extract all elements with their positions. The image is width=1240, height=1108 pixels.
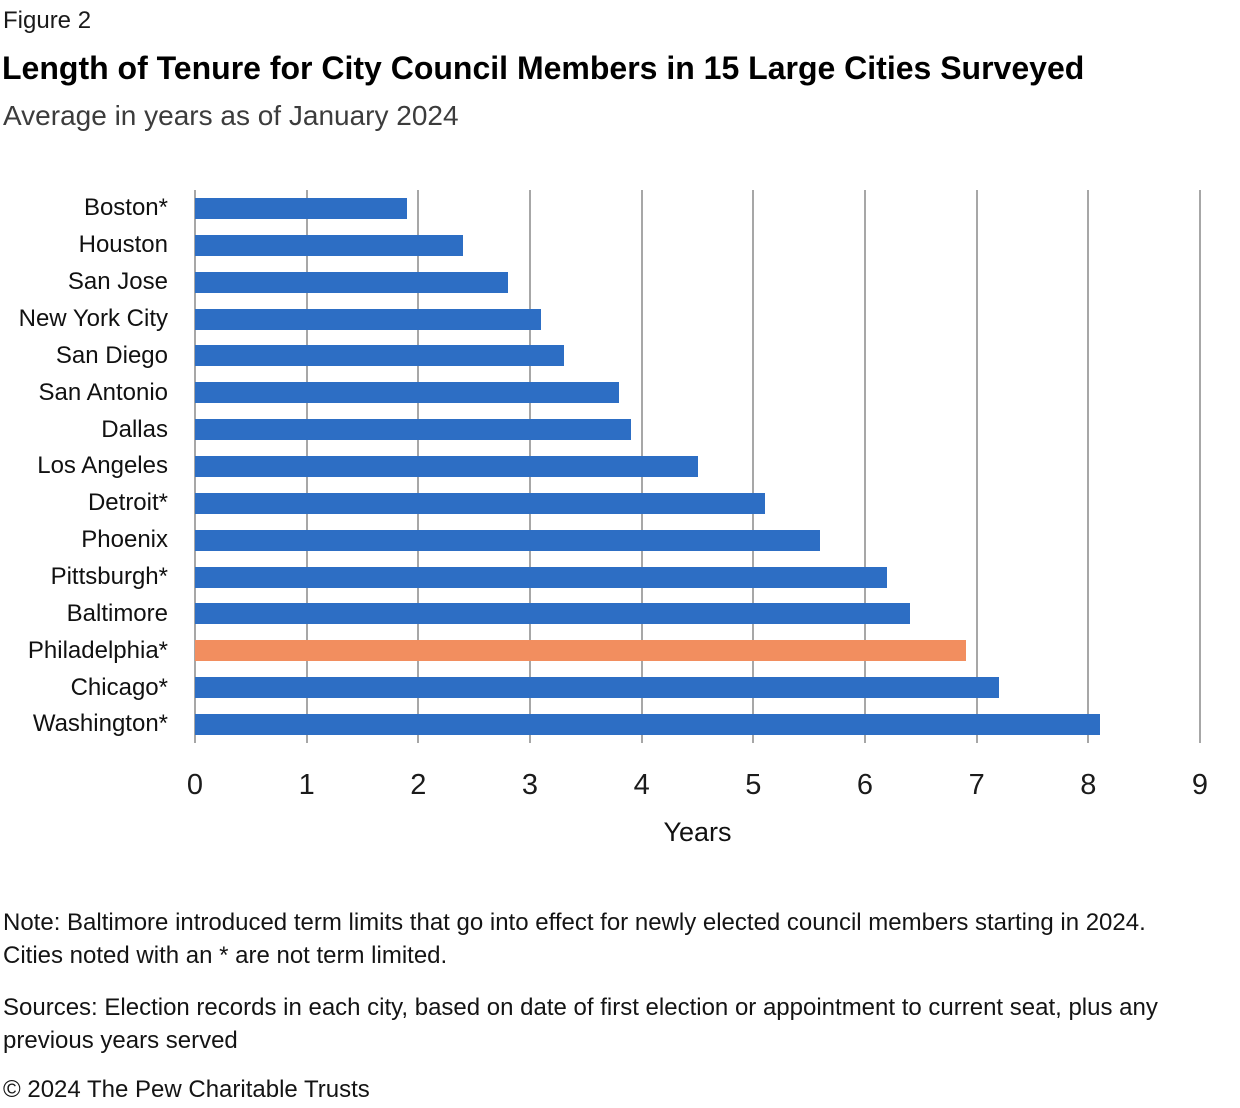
category-label: Baltimore [66,599,168,627]
category-label: New York City [18,305,168,332]
category-label: San Antonio [38,378,168,406]
bar-philadelphia [195,640,966,662]
gridline [864,190,866,743]
category-label: Detroit* [87,489,168,517]
bar-pittsburgh [195,566,888,588]
note: Note: Baltimore introduced term limits t… [3,906,1240,972]
bar-detroit [195,492,765,514]
x-tick-label: 8 [1080,769,1097,801]
gridline [752,190,755,743]
category-label: Boston* [83,194,168,222]
plot-area [194,190,1201,743]
x-axis: 0 1 2 3 4 5 6 7 8 9 [0,743,1240,803]
x-tick-label: 3 [521,769,539,801]
bar-los-angeles [195,455,698,477]
bar-houston [195,234,463,256]
bar-washington [195,713,1100,735]
category-axis: Boston* Houston San Jose New York City San D… [0,190,195,743]
category-label: Houston [78,231,168,259]
bar-row [195,301,1200,338]
x-axis-title: Years [663,817,732,847]
bar-san-jose [195,271,508,293]
category-label: Los Angeles [37,452,168,480]
figure-label: Figure 2 [3,7,92,34]
bar-row [195,227,1200,264]
category-label: San Jose [67,268,168,296]
category-label: Philadelphia* [27,636,168,664]
gridline [1199,190,1201,743]
x-tick-label: 9 [1191,769,1209,801]
category-label: Pittsburgh* [50,563,168,591]
bar-row [195,706,1200,743]
bar-row [195,264,1200,301]
category-label: Washington* [32,710,168,738]
x-tick-label: 0 [186,769,204,801]
bar-row [195,559,1200,596]
bar-row [195,337,1200,374]
bar-san-diego [195,345,564,367]
x-tick-label: 1 [298,769,315,801]
bar-new-york-city [195,308,542,330]
x-tick-label: 4 [633,769,650,801]
sources: Sources: Election records in each city, … [3,991,1240,1057]
bar-row [195,190,1200,227]
category-label: Phoenix [81,526,168,554]
bar-row [195,411,1200,448]
category-label: Dallas [101,415,168,443]
sources-line-1: Sources: Election records in each city, … [3,994,1158,1021]
category-label: San Diego [55,341,168,369]
x-tick-label: 2 [410,769,427,801]
chart-title: Length of Tenure for City Council Member… [2,50,1085,86]
bar-chart: Boston* Houston San Jose New York City San D… [0,190,1240,743]
x-tick-label: 7 [968,769,985,801]
note-line-2: Cities noted with an * are not term limi… [3,942,448,969]
bar-row [195,595,1200,632]
bar-row [195,632,1200,669]
copyright: © 2024 The Pew Charitable Trusts [3,1076,370,1103]
bar-dallas [195,419,631,441]
bar-boston [195,197,408,219]
bar-phoenix [195,529,821,551]
chart-subtitle: Average in years as of January 2024 [3,100,459,131]
gridline [975,190,978,743]
category-label: Chicago* [70,673,168,701]
bar-row [195,522,1200,559]
x-tick-label: 5 [745,769,762,801]
x-axis-spacer [0,743,195,803]
bar-chicago [195,677,999,699]
bar-row [195,485,1200,522]
bar-row [195,374,1200,411]
bar-row [195,448,1200,485]
sources-line-2: previous years served [3,1027,238,1054]
gridline [1087,190,1090,743]
bar-row [195,669,1200,706]
note-line-1: Note: Baltimore introduced term limits t… [3,909,1146,936]
bar-rows [195,190,1200,743]
x-axis-ticks: 0 1 2 3 4 5 6 7 8 9 [187,743,1208,803]
x-tick-label: 6 [856,769,874,801]
bar-san-antonio [195,382,620,404]
bar-baltimore [195,603,910,625]
